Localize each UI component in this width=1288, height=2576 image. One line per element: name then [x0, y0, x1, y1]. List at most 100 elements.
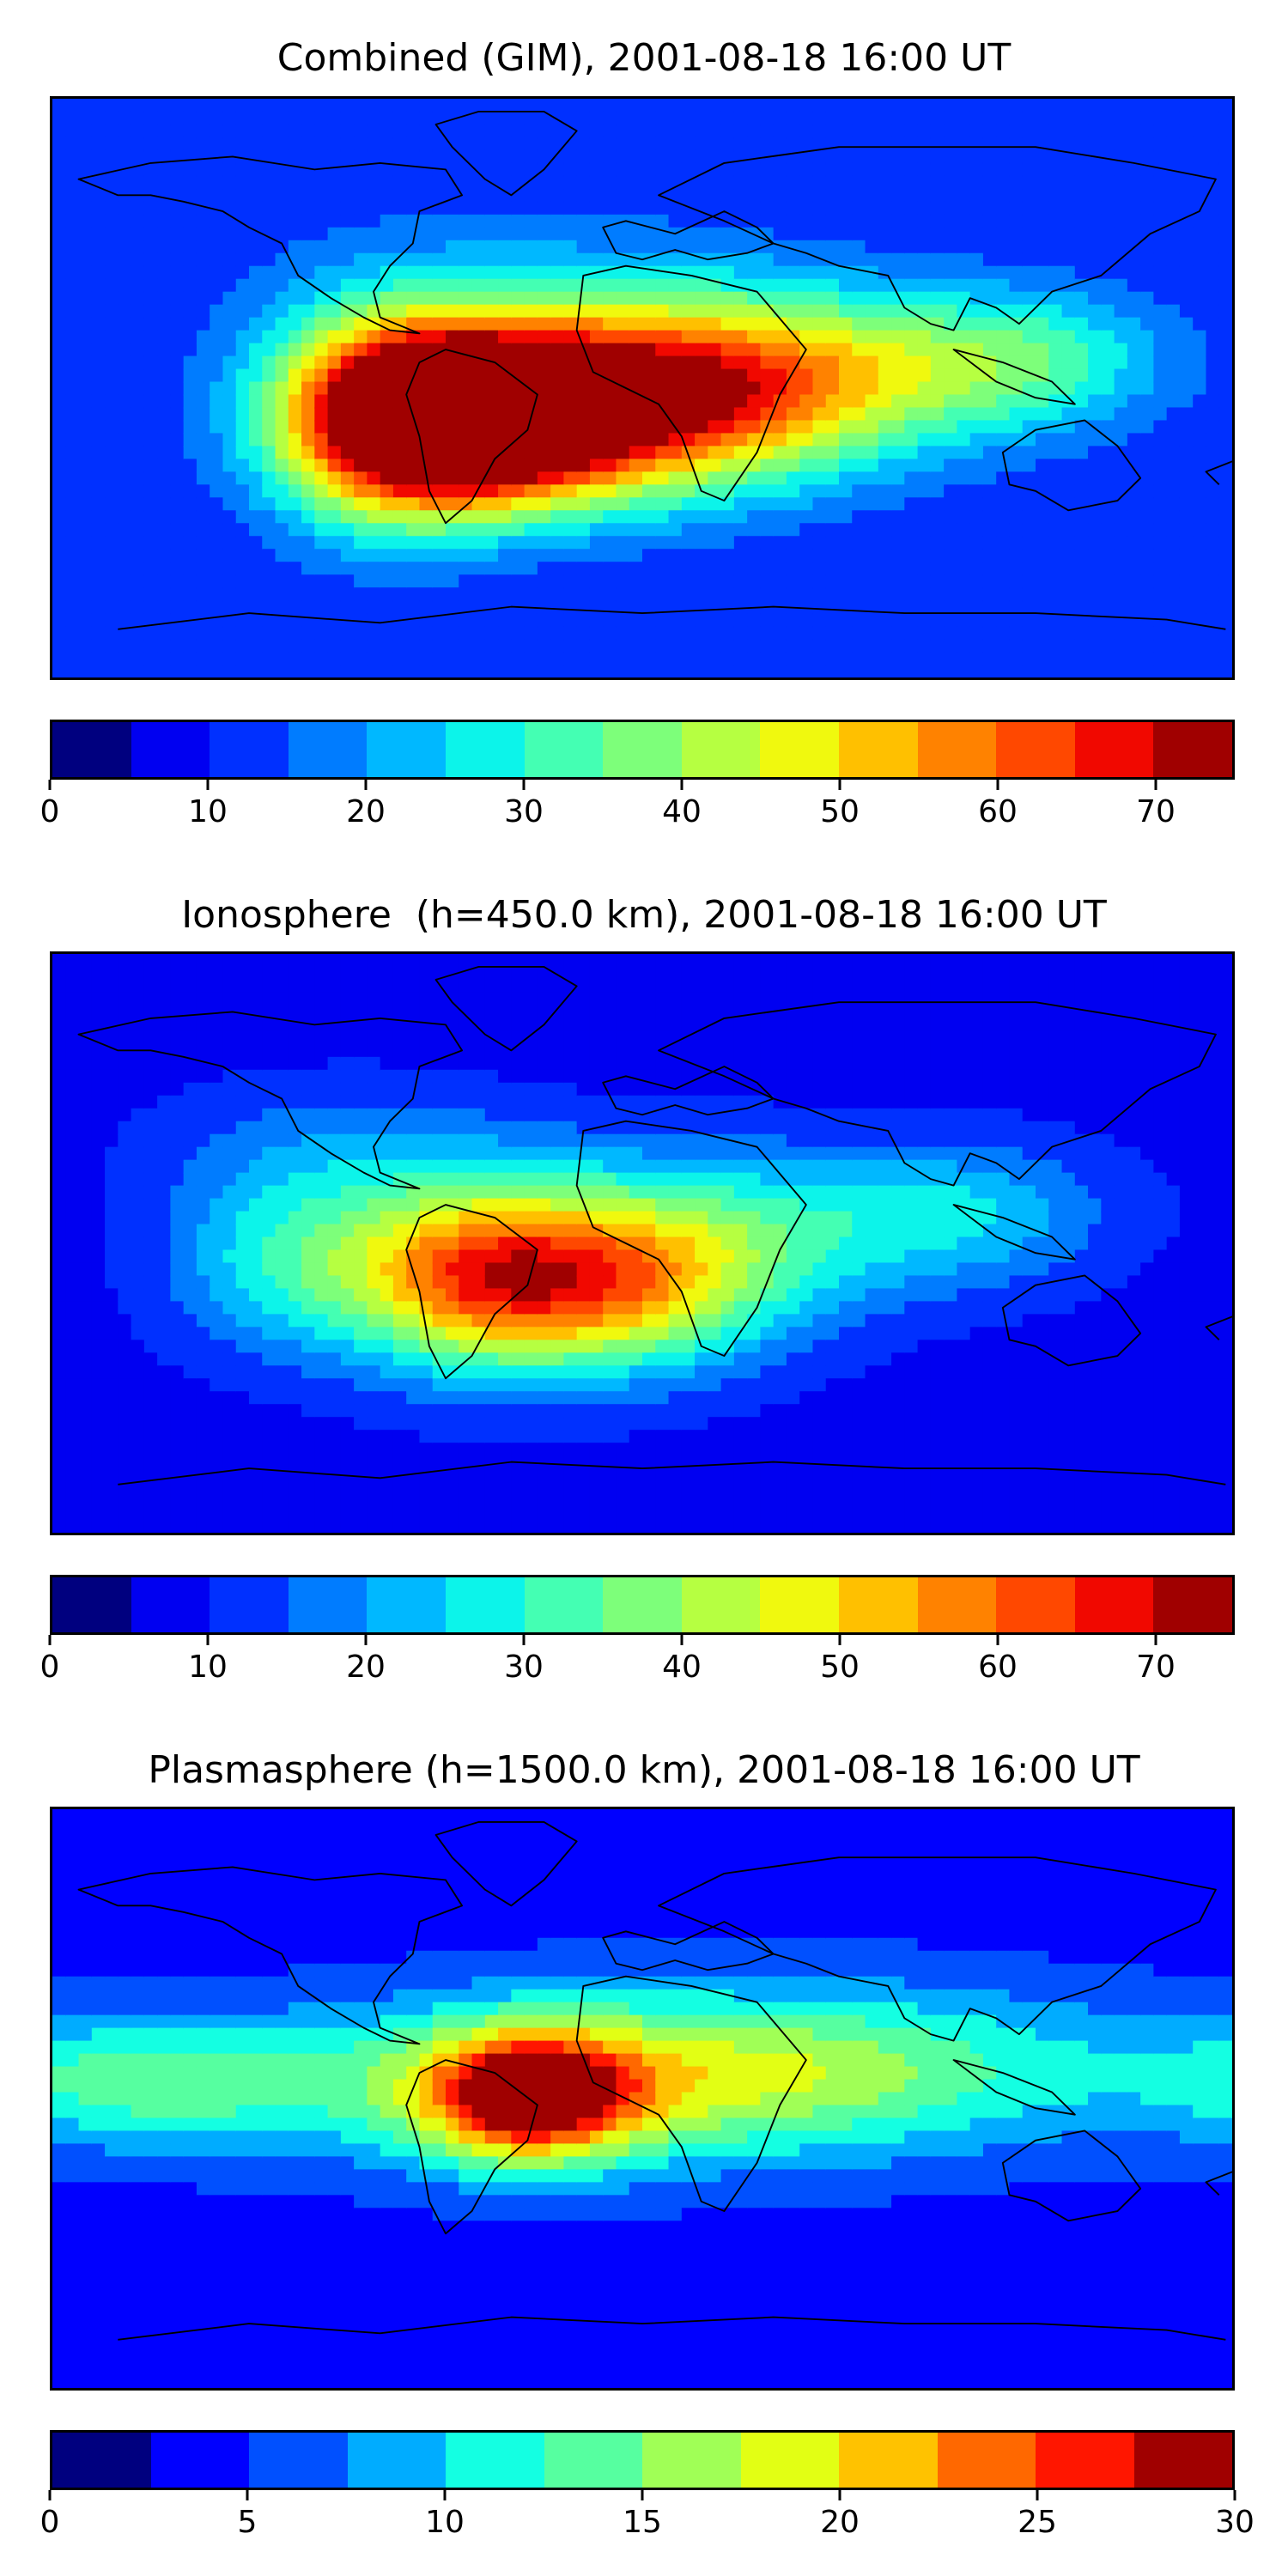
field-cell — [118, 1340, 132, 1354]
field-cell — [1009, 343, 1024, 357]
field-cell — [524, 574, 539, 589]
field-cell — [392, 175, 408, 190]
field-cell — [1218, 265, 1232, 280]
field-cell — [143, 1391, 159, 1406]
field-cell — [1074, 252, 1090, 267]
field-cell — [275, 562, 289, 576]
field-cell — [799, 497, 814, 512]
field-cell — [852, 368, 866, 383]
field-cell — [52, 407, 67, 422]
field-cell — [288, 1288, 303, 1303]
field-cell — [406, 587, 421, 602]
field-cell — [629, 497, 644, 512]
field-cell — [603, 188, 617, 203]
field-cell — [1140, 446, 1155, 460]
field-cell — [471, 214, 486, 228]
field-cell — [288, 1404, 303, 1419]
field-cell — [603, 665, 617, 677]
field-cell — [314, 124, 329, 139]
field-cell — [1140, 510, 1155, 525]
field-cell — [1036, 214, 1050, 228]
field-cell — [288, 355, 303, 370]
field-cell — [52, 304, 67, 319]
field-cell — [170, 523, 185, 538]
field-cell — [917, 355, 933, 370]
field-cell — [91, 149, 106, 165]
field-cell — [1101, 124, 1115, 139]
field-cell — [262, 1301, 276, 1315]
field-cell — [655, 484, 670, 499]
field-cell — [235, 1095, 251, 1109]
field-cell — [249, 1275, 264, 1290]
field-cell — [511, 562, 526, 576]
field-cell — [681, 355, 696, 370]
field-cell — [733, 536, 749, 550]
field-cell — [432, 510, 447, 525]
field-cell — [904, 639, 919, 653]
field-cell — [616, 420, 630, 434]
field-cell — [760, 394, 775, 409]
field-cell — [131, 394, 146, 409]
field-cell — [157, 510, 172, 525]
field-cell — [406, 523, 421, 538]
field-cell — [1074, 175, 1090, 190]
field-cell — [720, 227, 736, 241]
field-cell — [550, 665, 565, 677]
field-cell — [616, 523, 630, 538]
field-cell — [878, 355, 893, 370]
field-cell — [720, 149, 736, 165]
field-cell — [695, 240, 709, 254]
field-cell — [1206, 252, 1220, 267]
field-cell — [720, 484, 736, 499]
field-cell — [118, 665, 132, 677]
field-cell — [446, 99, 460, 113]
field-cell — [852, 587, 866, 602]
field-cell — [642, 162, 657, 177]
field-cell — [720, 407, 736, 422]
field-cell — [340, 394, 355, 409]
field-cell — [118, 162, 132, 177]
field-cell — [733, 240, 749, 254]
field-cell — [616, 549, 630, 563]
field-cell — [262, 1211, 276, 1225]
field-cell — [537, 562, 552, 576]
field-cell — [498, 162, 513, 177]
field-cell — [891, 433, 906, 447]
field-cell — [1166, 227, 1182, 241]
field-cell — [1114, 613, 1129, 628]
field-cell — [288, 1340, 303, 1354]
field-cell — [275, 317, 289, 331]
field-cell — [498, 587, 513, 602]
field-cell — [537, 137, 552, 152]
field-cell — [839, 111, 854, 126]
field-cell — [91, 111, 106, 126]
field-cell — [1206, 600, 1220, 615]
field-cell — [484, 265, 500, 280]
field-cell — [170, 613, 185, 628]
field-cell — [210, 111, 224, 126]
field-cell — [1009, 99, 1024, 113]
field-cell — [118, 1082, 132, 1097]
field-cell — [288, 1224, 303, 1238]
field-cell — [839, 317, 854, 331]
field-cell — [904, 252, 919, 267]
field-cell — [498, 639, 513, 653]
field-cell — [446, 227, 460, 241]
field-cell — [446, 265, 460, 280]
field-cell — [65, 368, 80, 383]
field-cell — [1127, 137, 1142, 152]
field-cell — [1153, 201, 1168, 216]
field-cell — [222, 265, 237, 280]
field-cell — [747, 149, 762, 165]
field-cell — [681, 587, 696, 602]
field-cell — [1022, 600, 1037, 615]
field-cell — [52, 562, 67, 576]
field-cell — [1009, 124, 1024, 139]
field-cell — [760, 484, 775, 499]
field-cell — [105, 278, 119, 293]
field-cell — [183, 162, 198, 177]
field-cell — [340, 343, 355, 357]
field-cell — [183, 665, 198, 677]
field-cell — [275, 1018, 289, 1032]
field-cell — [1218, 317, 1232, 331]
